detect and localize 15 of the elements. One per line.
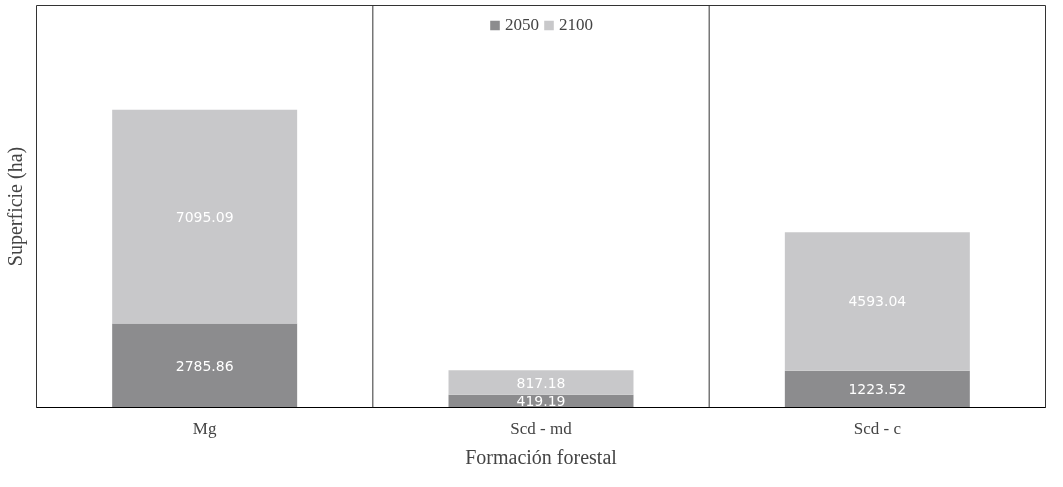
data-label: 2785.86: [175, 357, 234, 374]
bar: [784, 232, 970, 371]
bar: [112, 323, 298, 408]
legend-label: 2100: [559, 15, 593, 35]
y-axis-title: Superficie (ha): [3, 146, 27, 267]
bar: [448, 370, 634, 395]
x-tick-label: Mg: [192, 418, 217, 438]
x-tick-label: Scd - md: [510, 418, 573, 438]
legend-label: 2050: [505, 15, 539, 35]
bar: [784, 370, 970, 408]
x-axis-title: Formación forestal: [465, 445, 618, 468]
bar: [112, 109, 298, 324]
data-label: 1223.52: [848, 381, 907, 398]
data-label: 419.19: [516, 393, 566, 410]
x-tick-label: Scd - c: [853, 418, 902, 438]
